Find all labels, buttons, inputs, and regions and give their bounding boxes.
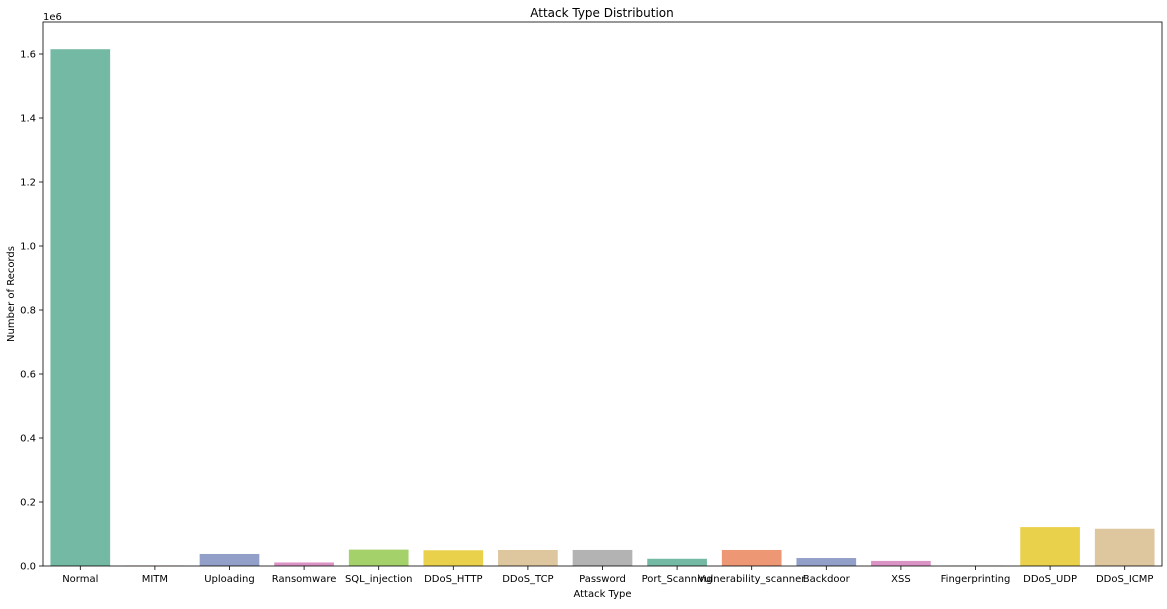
bar-ddos-udp [1020, 527, 1080, 566]
y-tick-label: 1.0 [20, 242, 36, 253]
bar-ransomware [274, 562, 334, 566]
x-tick-label: DDoS_UDP [1023, 574, 1077, 585]
bar-port-scanning [647, 559, 707, 566]
plot-frame [43, 22, 1162, 566]
x-tick-label: DDoS_TCP [502, 574, 553, 585]
bar-xss [871, 561, 931, 566]
x-tick-label: Password [579, 574, 626, 585]
y-tick-label: 1.2 [20, 178, 36, 189]
y-axis-offset-label: 1e6 [43, 12, 62, 23]
x-tick-label: Ransomware [272, 574, 337, 585]
y-tick-label: 0.0 [20, 562, 36, 573]
x-tick-label: DDoS_HTTP [424, 574, 482, 585]
y-tick-label: 0.2 [20, 498, 36, 509]
x-tick-label: MITM [142, 574, 168, 585]
bar-ddos-icmp [1095, 529, 1155, 566]
x-tick-label: Fingerprinting [941, 574, 1011, 585]
x-tick-label: SQL_injection [345, 574, 413, 585]
bar-normal [50, 49, 110, 566]
x-axis-title: Attack Type [573, 589, 631, 600]
bar-vulnerability-scanner [722, 550, 782, 566]
y-tick-label: 1.4 [20, 114, 36, 125]
x-tick-label: Backdoor [803, 574, 851, 585]
y-axis-title: Number of Records [6, 246, 17, 342]
x-tick-label: DDoS_ICMP [1096, 574, 1153, 585]
x-tick-label: Normal [62, 574, 98, 585]
chart-title: Attack Type Distribution [530, 6, 674, 20]
bar-ddos-http [423, 550, 483, 566]
x-ticks-group: Normal MITM Uploading Ransomware SQL_injecti… [62, 566, 1153, 585]
y-tick-label: 1.6 [20, 50, 36, 61]
bar-backdoor [796, 558, 856, 566]
x-tick-label: XSS [891, 574, 911, 585]
y-ticks-group: 0.0 0.2 0.4 0.6 0.8 1.0 1.2 1.4 1.6 [20, 50, 43, 573]
bar-sql-injection [349, 550, 409, 566]
bar-password [573, 550, 633, 566]
bars-group [50, 49, 1154, 566]
y-tick-label: 0.6 [20, 370, 36, 381]
bar-uploading [200, 554, 260, 566]
x-tick-label: Uploading [204, 574, 255, 585]
y-tick-label: 0.8 [20, 306, 36, 317]
y-tick-label: 0.4 [20, 434, 36, 445]
x-tick-label: Vulnerability_scanner [698, 574, 806, 585]
bar-ddos-tcp [498, 550, 558, 566]
